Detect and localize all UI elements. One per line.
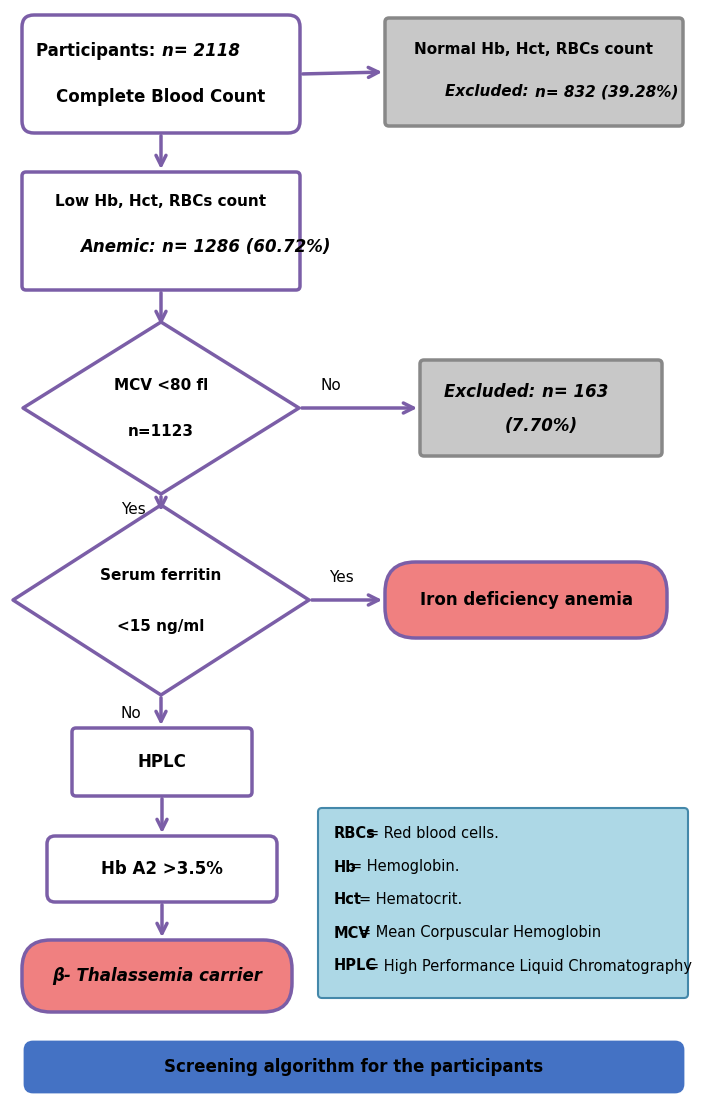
- Text: = Red blood cells.: = Red blood cells.: [367, 827, 498, 841]
- Text: n=1123: n=1123: [128, 425, 194, 439]
- FancyBboxPatch shape: [420, 360, 662, 456]
- Text: n= 832 (39.28%): n= 832 (39.28%): [535, 85, 679, 99]
- Text: (7.70%): (7.70%): [504, 417, 578, 435]
- Text: Screening algorithm for the participants: Screening algorithm for the participants: [164, 1058, 544, 1076]
- Text: Complete Blood Count: Complete Blood Count: [57, 88, 266, 106]
- Text: = Mean Corpuscular Hemoglobin: = Mean Corpuscular Hemoglobin: [359, 926, 601, 940]
- Text: Anemic:: Anemic:: [79, 238, 161, 257]
- Text: <15 ng/ml: <15 ng/ml: [117, 619, 205, 633]
- FancyBboxPatch shape: [22, 172, 300, 290]
- Text: Excluded:: Excluded:: [444, 383, 541, 401]
- FancyBboxPatch shape: [22, 15, 300, 133]
- Text: Yes: Yes: [329, 570, 353, 586]
- Text: Hb A2 >3.5%: Hb A2 >3.5%: [101, 860, 223, 877]
- Text: MCV <80 fl: MCV <80 fl: [114, 379, 208, 393]
- Text: = Hemoglobin.: = Hemoglobin.: [350, 860, 460, 874]
- Text: = High Performance Liquid Chromatography: = High Performance Liquid Chromatography: [367, 959, 692, 973]
- Text: = Hematocrit.: = Hematocrit.: [359, 893, 462, 907]
- FancyBboxPatch shape: [22, 940, 292, 1012]
- FancyBboxPatch shape: [47, 836, 277, 902]
- Text: HPLC: HPLC: [138, 753, 186, 771]
- FancyBboxPatch shape: [72, 728, 252, 796]
- FancyBboxPatch shape: [385, 18, 683, 126]
- FancyBboxPatch shape: [318, 808, 688, 998]
- Text: HPLC: HPLC: [334, 959, 377, 973]
- Polygon shape: [23, 321, 299, 494]
- Text: n= 1286 (60.72%): n= 1286 (60.72%): [162, 238, 330, 257]
- Text: Hct: Hct: [334, 893, 362, 907]
- Polygon shape: [13, 505, 309, 695]
- Text: No: No: [121, 706, 141, 720]
- Text: Yes: Yes: [121, 502, 145, 517]
- Text: No: No: [320, 379, 341, 393]
- Text: n= 2118: n= 2118: [162, 42, 240, 59]
- Text: n= 163: n= 163: [542, 383, 608, 401]
- Text: β- Thalassemia carrier: β- Thalassemia carrier: [52, 967, 262, 985]
- Text: RBCs: RBCs: [334, 827, 376, 841]
- Text: Hb: Hb: [334, 860, 357, 874]
- FancyBboxPatch shape: [385, 562, 667, 637]
- Text: Participants:: Participants:: [36, 42, 161, 59]
- Text: MCV: MCV: [334, 926, 371, 940]
- FancyBboxPatch shape: [25, 1042, 683, 1092]
- Text: Iron deficiency anemia: Iron deficiency anemia: [420, 591, 632, 609]
- Text: Serum ferritin: Serum ferritin: [100, 568, 222, 584]
- Text: Low Hb, Hct, RBCs count: Low Hb, Hct, RBCs count: [55, 195, 267, 209]
- Text: Excluded:: Excluded:: [445, 85, 534, 99]
- Text: Normal Hb, Hct, RBCs count: Normal Hb, Hct, RBCs count: [415, 43, 654, 57]
